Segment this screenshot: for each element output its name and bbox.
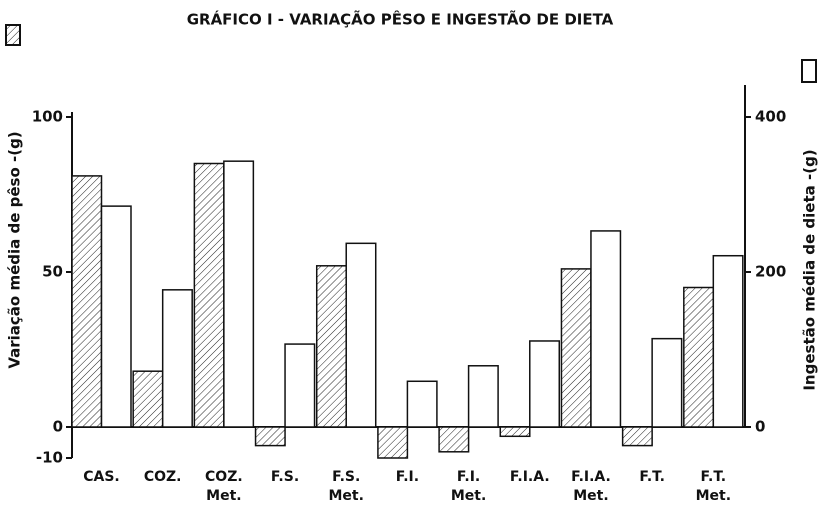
bar: [345, 242, 377, 428]
y-tick-label: 50: [42, 263, 63, 281]
bar: [71, 175, 103, 428]
legend-swatch-weight: [5, 24, 21, 46]
bar: [499, 426, 531, 438]
bar: [161, 289, 193, 428]
y2-tick-label: 200: [755, 263, 786, 281]
bar: [223, 160, 255, 428]
y2-tick-label: 0: [755, 418, 765, 436]
chart-title: GRÁFICO I - VARIAÇÃO PÊSO E INGESTÃO DE …: [187, 10, 614, 29]
x-tick-label: COZ.: [143, 469, 182, 485]
bar: [590, 230, 622, 428]
bar: [377, 426, 409, 459]
x-tick-label: F.T.: [639, 469, 665, 485]
bar: [193, 162, 225, 428]
bar: [467, 365, 499, 428]
bar: [683, 286, 715, 428]
x-tick-label: F.I.A.: [509, 469, 550, 485]
bar: [529, 340, 561, 428]
x-tick-label: F.S. Met.: [328, 469, 364, 504]
bar: [315, 265, 347, 428]
bar: [712, 254, 744, 428]
bar: [100, 205, 132, 428]
bar: [132, 370, 164, 428]
bar: [406, 380, 438, 428]
x-tick-label: CAS.: [83, 469, 120, 485]
legend-swatch-diet: [801, 59, 817, 83]
x-tick-label: F.S.: [270, 469, 300, 485]
y-tick-label: 0: [53, 418, 63, 436]
bar: [621, 426, 653, 447]
y-tick-label: 100: [32, 108, 63, 126]
bar: [254, 426, 286, 447]
y2-axis-label: Ingestão média de dieta -(g): [801, 149, 819, 390]
x-tick-label: F.T. Met.: [695, 469, 732, 504]
bar: [284, 343, 316, 428]
y-tick-label: -10: [36, 449, 63, 467]
x-tick-label: F.I.: [395, 469, 420, 485]
x-tick-label: F.I. Met.: [450, 469, 487, 504]
x-tick-label: COZ. Met.: [205, 469, 243, 504]
bar: [560, 268, 592, 428]
y2-tick-label: 400: [755, 108, 786, 126]
bar: [651, 337, 683, 428]
x-tick-label: F.I.A. Met.: [571, 469, 611, 504]
bar: [438, 426, 470, 453]
y-axis-label: Variação média de pêso -(g): [6, 131, 24, 368]
